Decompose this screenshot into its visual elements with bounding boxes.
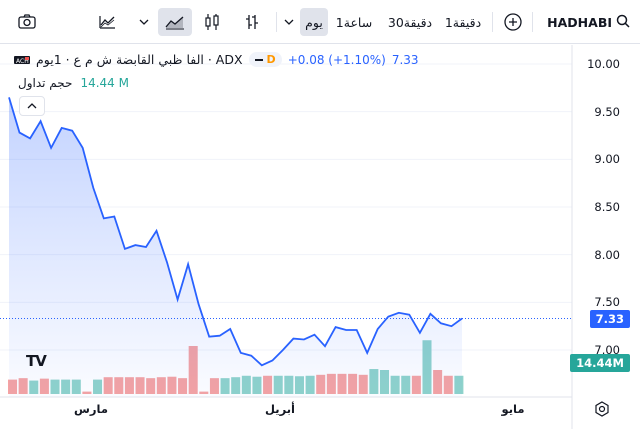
price-tick-label: 10.00 (587, 57, 620, 71)
bar-chart-icon[interactable] (240, 8, 264, 36)
interval-1m[interactable]: 1دقيقة (444, 14, 482, 30)
legend-price: 7.33 (391, 52, 419, 67)
price-tick-label: 7.00 (594, 343, 620, 357)
interval-30m[interactable]: 30دقيقة (387, 14, 433, 30)
time-label-april: أبريل (265, 402, 295, 416)
top-toolbar: يوم 1ساعة 30دقيقة 1دقيقة HADHABI (0, 0, 640, 44)
delayed-badge: D (266, 53, 276, 66)
data-status-pill[interactable]: D (248, 52, 282, 67)
time-label-may: مايو (501, 402, 525, 416)
chevron-down-icon[interactable] (280, 8, 298, 36)
candlestick-icon[interactable] (200, 8, 224, 36)
volume-label[interactable]: حجم تداول (18, 76, 73, 90)
minus-icon (254, 58, 263, 61)
add-compare-icon[interactable] (500, 8, 526, 36)
volume-value: 14.44 M (80, 76, 129, 90)
symbol-name: HADHABI (547, 14, 612, 30)
line-chart-icon[interactable] (94, 8, 120, 36)
symbol-search[interactable]: HADHABI (547, 8, 630, 36)
settings-gear-icon[interactable] (594, 401, 610, 417)
collapse-legend-button[interactable] (19, 96, 45, 116)
price-tick-label: 7.50 (594, 295, 620, 310)
toolbar-divider (276, 12, 277, 32)
legend-change: +0.08 (+1.10%) (287, 52, 386, 67)
chevron-down-icon[interactable] (134, 8, 154, 36)
interval-1h[interactable]: 1ساعة (335, 14, 373, 30)
price-line (8, 97, 463, 367)
symbol-title[interactable]: الفا ظبي القابضة ش م ع · 1يوم · ADX (36, 52, 243, 67)
chevron-up-icon (27, 103, 37, 109)
camera-icon[interactable] (14, 8, 40, 36)
last-price-badge: 7.33 (589, 309, 630, 328)
time-label-march: مارس (74, 402, 108, 416)
search-icon (616, 14, 630, 31)
volume-legend: حجم تداول 14.44 M (18, 76, 129, 90)
price-area-fill (9, 97, 462, 398)
chart-legend: ACH الفا ظبي القابضة ش م ع · 1يوم · ADX … (14, 52, 419, 67)
chart-pane[interactable] (0, 45, 640, 429)
price-tick-label: 9.50 (594, 104, 620, 119)
last-volume-badge: 14.44M (570, 354, 630, 372)
price-tick-label: 9.00 (594, 152, 620, 167)
price-tick-label: 8.50 (594, 200, 620, 214)
company-logo-icon: ACH (14, 53, 30, 67)
price-chart[interactable] (0, 45, 640, 429)
interval-day[interactable]: يوم (300, 8, 328, 36)
toolbar-divider (492, 12, 493, 32)
svg-text:ACH: ACH (16, 58, 29, 65)
legend-values: +0.08 (+1.10%) 7.33 (288, 53, 419, 67)
toolbar-divider (532, 12, 533, 32)
area-chart-icon[interactable] (158, 8, 192, 36)
price-tick-label: 8.00 (594, 247, 620, 262)
tradingview-logo[interactable]: TV (26, 352, 47, 370)
